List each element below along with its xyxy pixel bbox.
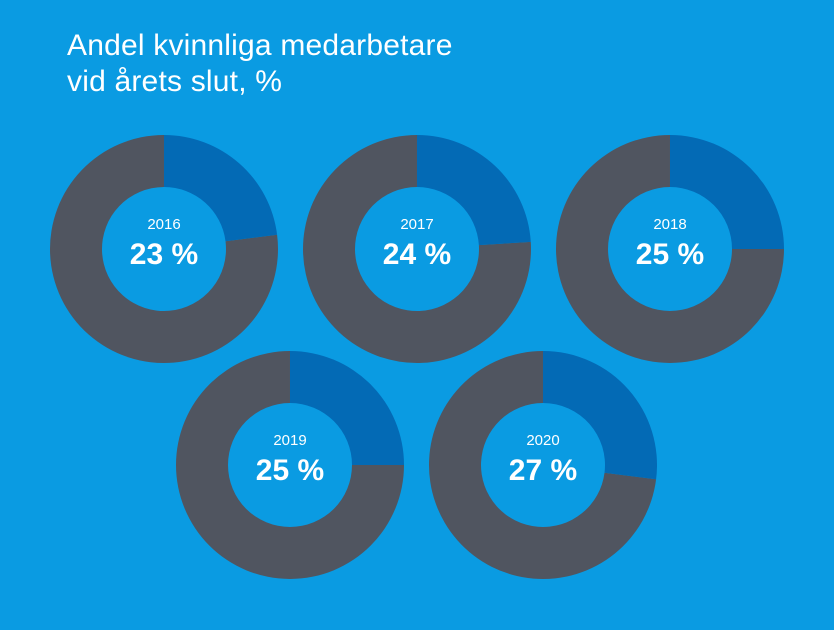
donut-value-label: 27 % — [509, 454, 577, 487]
donut-share-slice — [164, 135, 278, 242]
donut-share-slice — [417, 135, 531, 246]
donut-year-label: 2020 — [526, 432, 559, 449]
donut-2018: 2018 25 % — [555, 135, 784, 363]
donut-value-label: 25 % — [636, 238, 704, 271]
donut-2019: 2019 25 % — [176, 351, 404, 579]
donut-value-label: 23 % — [130, 238, 198, 271]
donut-remainder-slice — [555, 135, 784, 363]
donut-value-label: 25 % — [256, 454, 324, 487]
donut-remainder-slice — [50, 135, 278, 363]
chart-title-line-1: Andel kvinnliga medarbetare — [67, 29, 453, 62]
donut-2016: 2016 23 % — [50, 135, 278, 363]
donut-year-label: 2019 — [273, 432, 306, 449]
donut-share-slice — [543, 351, 657, 480]
donut-remainder-slice — [428, 351, 657, 579]
donut-year-label: 2018 — [653, 216, 686, 233]
donut-share-slice — [290, 351, 404, 465]
donut-share-slice — [670, 135, 784, 249]
donut-year-label: 2016 — [147, 216, 180, 233]
donut-remainder-slice — [302, 135, 531, 363]
donut-2020: 2020 27 % — [428, 351, 657, 579]
chart-title-line-2: vid årets slut, % — [67, 65, 283, 98]
donut-remainder-slice — [176, 351, 404, 579]
donut-year-label: 2017 — [400, 216, 433, 233]
donut-2017: 2017 24 % — [302, 135, 531, 363]
chart-title: Andel kvinnliga medarbetare vid årets sl… — [67, 28, 453, 100]
donut-value-label: 24 % — [383, 238, 451, 271]
